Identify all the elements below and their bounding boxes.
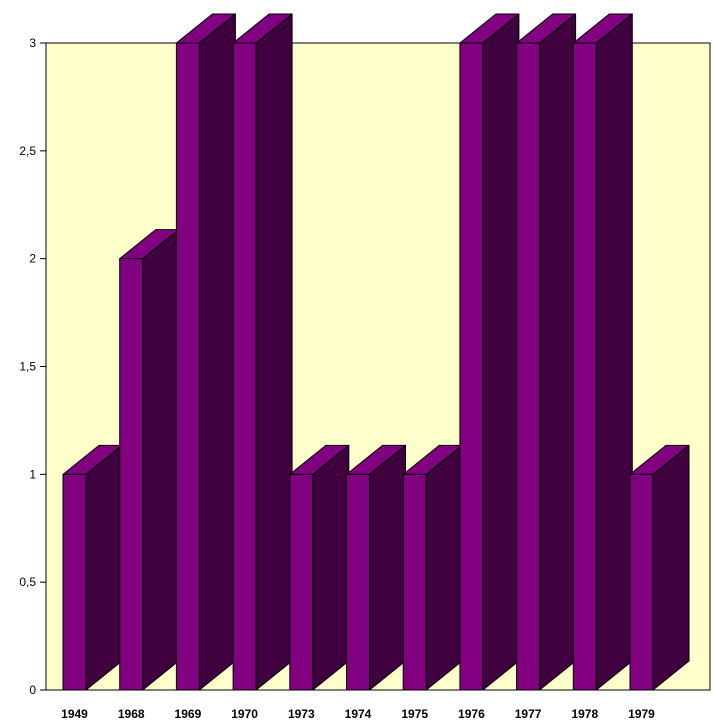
bar <box>289 473 314 691</box>
y-tick-label: 0 <box>29 683 36 697</box>
bar <box>232 42 257 691</box>
y-tick-label: 2,5 <box>19 144 36 158</box>
bar-side <box>595 13 633 691</box>
x-tick-label: 1969 <box>175 707 202 721</box>
bar-side <box>369 444 406 691</box>
bar-side <box>198 13 236 691</box>
bar <box>516 42 541 691</box>
bar <box>629 473 654 691</box>
y-tick-label: 3 <box>29 36 36 50</box>
x-tick-label: 1974 <box>345 707 372 721</box>
bar-side <box>255 13 293 691</box>
y-tick-label: 2 <box>29 252 36 266</box>
bar <box>62 473 87 691</box>
x-tick-label: 1973 <box>288 707 315 721</box>
x-tick-label: 1975 <box>401 707 428 721</box>
bar-side <box>142 229 180 691</box>
bar-side <box>312 444 350 691</box>
x-tick-label: 1977 <box>515 707 542 721</box>
bar <box>402 473 427 691</box>
y-tick-label: 1 <box>29 467 36 481</box>
bar <box>346 473 370 691</box>
bar <box>572 42 597 691</box>
bar-side <box>425 444 463 691</box>
bar-side <box>652 444 690 691</box>
x-tick-label: 1949 <box>61 707 88 721</box>
y-tick-label: 1,5 <box>19 360 36 374</box>
bar <box>119 258 144 691</box>
x-tick-label: 1968 <box>118 707 145 721</box>
x-tick-label: 1979 <box>628 707 655 721</box>
x-tick-label: 1976 <box>458 707 485 721</box>
x-tick-label: 1970 <box>231 707 258 721</box>
bar-side <box>482 13 520 691</box>
bar <box>459 42 484 691</box>
bar-side <box>85 444 123 691</box>
bar-side <box>539 13 577 691</box>
bar <box>175 42 200 691</box>
x-tick-label: 1978 <box>571 707 598 721</box>
y-tick-label: 0,5 <box>19 575 36 589</box>
